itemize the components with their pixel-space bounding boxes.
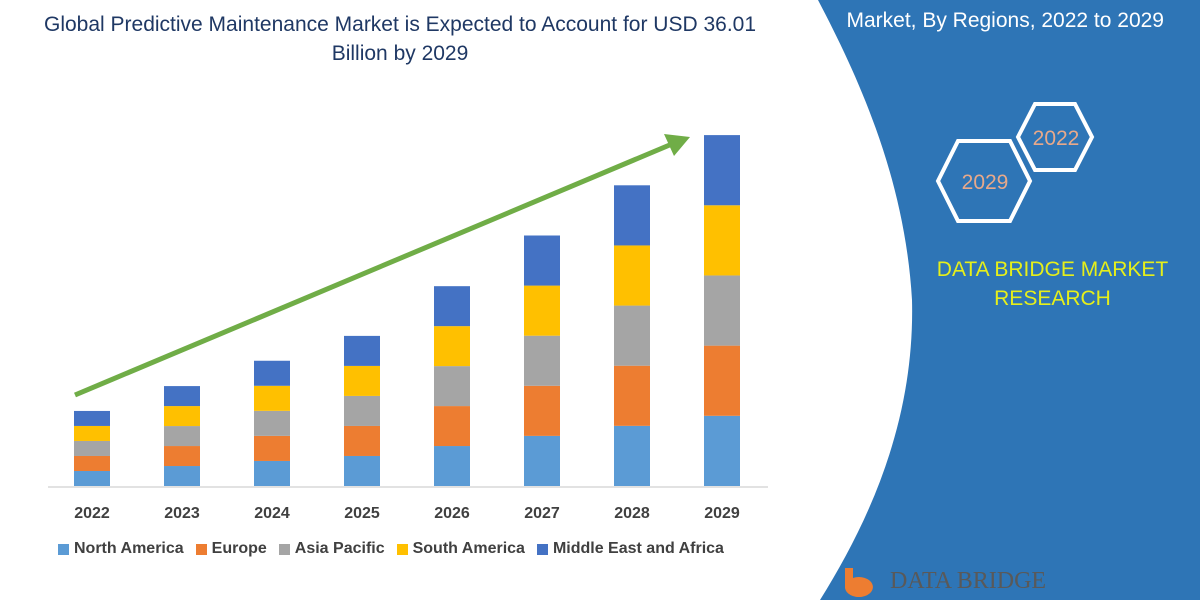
bar-2027-asia-pacific [524,335,560,386]
hex-2022 [1015,102,1095,172]
panel-title: Market, By Regions, 2022 to 2029 [846,9,1164,32]
bar-2024-north-america [254,460,290,486]
bar-2026-middle-east-and-africa [434,286,470,327]
legend-swatch [396,543,408,555]
bar-2025-north-america [344,455,380,486]
bar-2027-north-america [524,435,560,486]
legend-item: Europe [195,540,267,558]
x-tick-label: 2024 [254,505,290,522]
bar-2023-asia-pacific [164,426,200,447]
bar-2022-south-america [74,425,110,441]
bar-2025-south-america [344,365,380,396]
brand-name: DATA BRIDGE MARKET RESEARCH [936,258,1169,310]
logo-icon [845,568,873,598]
x-tick-label: 2028 [614,505,650,522]
bar-2023-europe [164,446,200,467]
bar-2028-south-america [614,245,650,306]
legend-item: Middle East and Africa [536,540,724,558]
bar-2024-south-america [254,385,290,411]
trend-arrow [74,141,673,398]
bar-2027-europe [524,385,560,436]
bar-2023-south-america [164,406,200,427]
legend-label: South America [412,540,525,557]
bar-2023-north-america [164,466,200,486]
bar-2029-middle-east-and-africa [704,135,740,206]
bar-2029-north-america [704,415,740,486]
legend-label: North America [74,540,184,557]
bar-2027-south-america [524,285,560,336]
bar-2029-asia-pacific [704,275,740,346]
side-panel [818,0,1200,600]
x-tick-label: 2022 [74,505,110,522]
bar-2028-europe [614,365,650,426]
x-tick-label: 2029 [704,505,740,522]
bar-2025-middle-east-and-africa [344,335,380,366]
logo-text: DATA BRIDGE [890,568,1047,594]
legend-swatch [58,543,69,555]
bar-2028-middle-east-and-africa [614,185,650,246]
bar-2027-middle-east-and-africa [524,235,560,286]
bar-2022-asia-pacific [74,440,110,456]
bar-2022-europe [74,455,110,471]
x-tick-label: 2026 [434,505,470,522]
legend-swatch [278,543,290,555]
bar-2023-middle-east-and-africa [164,386,200,407]
bar-2024-europe [254,435,290,461]
x-tick-label: 2025 [344,505,380,522]
hex-label-2022: 2022 [1033,127,1080,150]
bar-2026-europe [434,406,470,447]
legend-swatch [536,543,548,555]
legend-item: North America [58,540,184,558]
x-tick-label: 2027 [524,505,560,522]
bar-2024-asia-pacific [254,410,290,436]
legend-label: Asia Pacific [294,540,385,557]
bar-2028-asia-pacific [614,305,650,366]
trend-arrowhead [664,134,690,156]
legend-swatch [195,543,207,555]
bar-2026-south-america [434,326,470,367]
x-tick-label: 2023 [164,505,200,522]
legend-item: Asia Pacific [278,540,385,558]
hex-label-2029: 2029 [962,171,1009,194]
legend-label: Europe [211,540,267,557]
bar-2025-asia-pacific [344,395,380,426]
bar-2028-north-america [614,425,650,486]
legend-label: Middle East and Africa [552,540,724,557]
bar-2022-north-america [74,470,110,486]
bar-2029-south-america [704,205,740,276]
chart-title: Global Predictive Maintenance Market is … [43,13,757,65]
hex-2029 [935,139,1033,223]
legend-item: South America [396,540,525,558]
legend: North America Europe Asia Pacific South Ame… [58,540,724,558]
bar-2025-europe [344,425,380,456]
bar-2029-europe [704,345,740,416]
bar-2024-middle-east-and-africa [254,360,290,386]
bar-2026-north-america [434,446,470,486]
bar-2022-middle-east-and-africa [74,410,110,426]
bar-2026-asia-pacific [434,366,470,407]
